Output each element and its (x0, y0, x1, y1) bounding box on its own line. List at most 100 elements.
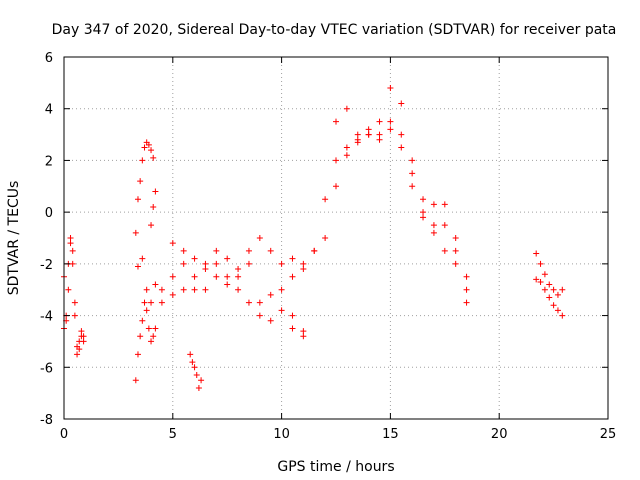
data-point (278, 286, 285, 293)
data-point (333, 118, 339, 125)
data-point (554, 291, 561, 298)
data-point (169, 273, 176, 280)
data-point (141, 144, 148, 151)
data-point (224, 273, 231, 280)
data-point (541, 286, 548, 293)
data-point (150, 203, 157, 210)
data-point (245, 299, 252, 306)
series-arc-e (134, 255, 159, 306)
series-arc-g (158, 235, 307, 293)
data-point (80, 338, 87, 345)
data-point (409, 157, 416, 164)
data-point (69, 260, 76, 267)
data-point (134, 196, 141, 203)
y-tick-label: -4 (40, 310, 53, 325)
data-point (78, 328, 85, 335)
y-axis-label: SDTVAR / TECUs (6, 181, 22, 296)
data-point (537, 278, 544, 285)
data-point (137, 178, 144, 185)
data-point (546, 281, 553, 288)
data-point (398, 144, 405, 151)
data-point (150, 154, 157, 161)
data-point (180, 260, 187, 267)
data-point (278, 260, 285, 267)
series-arc-i (169, 240, 307, 335)
data-point (198, 377, 205, 384)
data-point (78, 333, 85, 340)
data-point (148, 338, 155, 345)
data-point (143, 307, 150, 314)
data-point (441, 222, 448, 229)
plot-border (63, 56, 609, 420)
data-point (537, 260, 544, 267)
data-point (376, 131, 383, 138)
series-arc-l (333, 105, 470, 306)
x-tick-label: 20 (491, 427, 508, 442)
y-tick-label: -8 (40, 413, 53, 428)
data-point (550, 286, 557, 293)
data-point (387, 118, 394, 125)
chart-title: Day 347 of 2020, Sidereal Day-to-day VTE… (52, 22, 617, 38)
data-point (169, 240, 176, 247)
data-point (365, 126, 372, 133)
data-point (145, 325, 152, 332)
series-arc-m (311, 100, 470, 280)
data-point (191, 364, 198, 371)
data-point (134, 263, 141, 270)
data-point (143, 286, 150, 293)
data-point (213, 247, 220, 254)
y-axis-ticks: -8 -6 -4 -2 0 2 4 6 (40, 51, 608, 428)
x-tick-label: 10 (273, 427, 290, 442)
data-point (235, 286, 242, 293)
data-point (533, 250, 540, 257)
data-point (387, 126, 394, 133)
data-point (398, 131, 405, 138)
data-point (137, 333, 144, 340)
data-point (132, 229, 139, 236)
data-point (452, 260, 459, 267)
data-point (148, 147, 155, 154)
series-arc-a (61, 235, 87, 350)
data-point (452, 235, 459, 241)
data-point (322, 235, 329, 241)
y-tick-label: 6 (45, 51, 53, 66)
data-point (452, 247, 459, 254)
data-point (141, 299, 148, 306)
series-arc-n (533, 250, 566, 298)
data-point (354, 136, 361, 143)
y-tick-label: 4 (45, 103, 53, 118)
data-point (365, 131, 372, 138)
data-point (430, 229, 437, 236)
data-point (158, 286, 165, 293)
data-point (550, 302, 557, 309)
data-point (67, 235, 74, 241)
series-arc-h (158, 260, 307, 340)
data-point (376, 136, 383, 143)
data-point (202, 266, 209, 273)
data-point (541, 271, 548, 278)
data-point (267, 291, 274, 298)
data-point (139, 255, 146, 262)
plot-frame (63, 56, 609, 420)
data-point (74, 351, 81, 358)
data-point (322, 196, 329, 203)
data-point (343, 144, 350, 151)
data-point (150, 333, 157, 340)
data-point (195, 384, 202, 391)
series-arc-k (289, 85, 470, 293)
x-tick-label: 0 (60, 427, 68, 442)
data-point (235, 266, 242, 273)
data-point (169, 291, 176, 298)
x-tick-label: 25 (600, 427, 617, 442)
series-arc-c (132, 139, 157, 236)
data-point (300, 333, 307, 340)
data-point (191, 255, 198, 262)
data-point (554, 307, 561, 314)
data-point (71, 312, 78, 319)
data-point (546, 294, 553, 301)
data-point (76, 346, 83, 353)
data-point (67, 240, 74, 247)
y-tick-label: -6 (40, 361, 53, 376)
x-axis-ticks: 0 5 10 15 20 25 (60, 57, 616, 442)
